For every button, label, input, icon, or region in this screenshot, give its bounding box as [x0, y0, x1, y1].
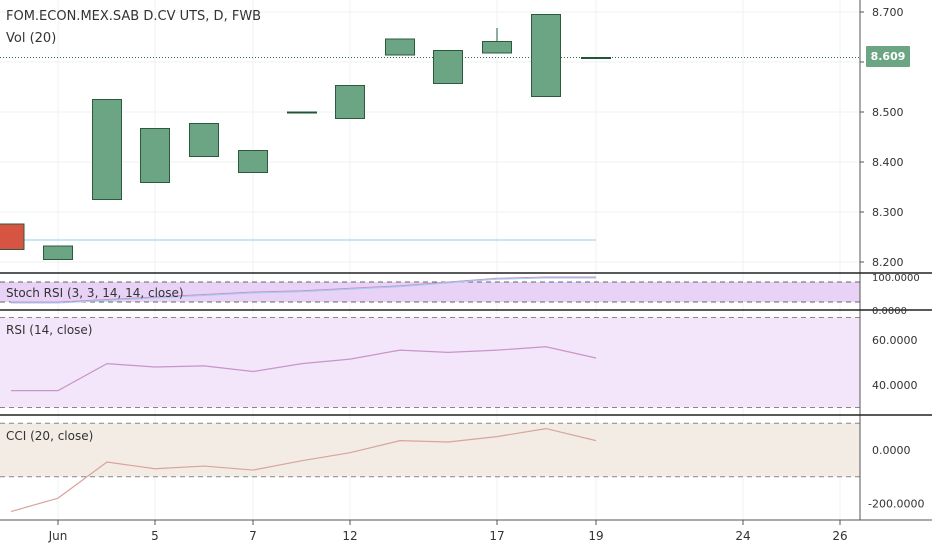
- rsi-tick-label: 60.0000: [872, 334, 918, 347]
- candle: [238, 150, 268, 173]
- y-tick-label: 8.200: [872, 256, 904, 269]
- x-tick-label: 17: [489, 529, 504, 543]
- candle: [433, 50, 463, 84]
- candle: [335, 85, 365, 119]
- x-tick-label: 12: [342, 529, 357, 543]
- stoch-band: [0, 282, 860, 302]
- stoch-tick-label: 0.0000: [872, 306, 907, 317]
- candle: [385, 38, 415, 56]
- rsi-pane[interactable]: [0, 317, 860, 408]
- rsi-line: [11, 346, 597, 392]
- y-tick-label: 8.300: [872, 206, 904, 219]
- y-tick-label: 8.700: [872, 6, 904, 19]
- rsi-label[interactable]: RSI (14, close): [6, 323, 93, 337]
- x-tick-label: 26: [832, 529, 847, 543]
- price-pane[interactable]: [0, 14, 860, 260]
- candle: [531, 14, 561, 97]
- stoch-signal-line: [11, 277, 596, 304]
- candle: [581, 57, 611, 59]
- cci-band: [0, 423, 860, 477]
- cci-tick-label: -200.0000: [868, 498, 924, 511]
- x-tick-label: 5: [151, 529, 159, 543]
- last-price-tag: 8.609: [866, 46, 910, 67]
- volume-label[interactable]: Vol (20): [6, 31, 57, 46]
- rsi-tick-label: 40.0000: [872, 379, 918, 392]
- rsi-band: [0, 317, 860, 408]
- cci-tick-label: 0.0000: [872, 444, 911, 457]
- stoch-tick-label: 100.0000: [872, 273, 920, 284]
- candle: [92, 99, 122, 200]
- cci-line: [10, 427, 597, 513]
- cci-label[interactable]: CCI (20, close): [6, 429, 94, 443]
- x-tick-label: 19: [588, 529, 603, 543]
- x-tick-label: Jun: [48, 529, 68, 543]
- stoch-rsi-line: [11, 276, 596, 303]
- symbol-title[interactable]: FOM.ECON.MEX.SAB D.CV UTS, D, FWB: [6, 9, 262, 24]
- y-tick-label: 8.500: [872, 106, 904, 119]
- x-tick-label: 7: [249, 529, 257, 543]
- y-tick-label: 8.400: [872, 156, 904, 169]
- candle: [0, 223, 25, 250]
- candle: [287, 111, 317, 114]
- stoch-rsi-pane[interactable]: [0, 276, 860, 304]
- candle: [482, 41, 512, 54]
- stoch-rsi-label[interactable]: Stoch RSI (3, 3, 14, 14, close): [6, 286, 184, 300]
- candle: [43, 245, 73, 260]
- x-tick-label: 24: [735, 529, 750, 543]
- candle: [189, 123, 219, 157]
- candle: [140, 128, 170, 183]
- cci-pane[interactable]: [0, 422, 860, 513]
